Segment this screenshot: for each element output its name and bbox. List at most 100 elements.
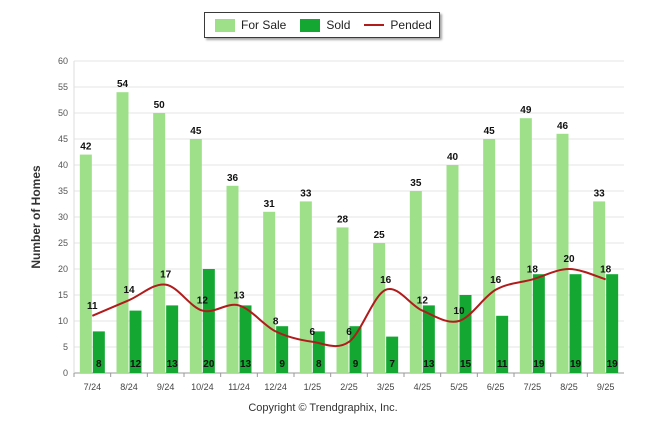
bar-sold-8/24 — [129, 310, 142, 373]
bar-for-sale-1/25 — [299, 201, 312, 373]
label-sold-7/24: 8 — [96, 359, 102, 370]
x-tick-label-3/25: 3/25 — [377, 382, 395, 392]
x-tick-label-7/25: 7/25 — [524, 382, 542, 392]
label-pended-2/25: 6 — [346, 327, 352, 338]
label-pended-8/25: 20 — [563, 254, 575, 265]
bar-for-sale-7/25 — [519, 118, 532, 373]
x-tick-label-9/25: 9/25 — [597, 382, 615, 392]
x-tick-label-2/25: 2/25 — [340, 382, 358, 392]
pended-line — [91, 267, 606, 348]
legend-item-pended[interactable]: Pended — [364, 18, 432, 32]
label-sold-1/25: 8 — [316, 359, 322, 370]
x-tick-label-1/25: 1/25 — [304, 382, 322, 392]
bar-for-sale-6/25 — [483, 139, 496, 373]
y-tick-label-5: 5 — [63, 342, 68, 352]
label-for-sale-10/24: 45 — [190, 126, 202, 137]
bar-for-sale-8/24 — [116, 92, 129, 373]
label-for-sale-9/24: 50 — [154, 100, 166, 111]
legend-label-for-sale: For Sale — [241, 18, 287, 32]
x-axis-tick-labels: 7/24 8/24 9/24 10/24 11/24 12/24 1/25 2/25 3/25 4… — [84, 382, 615, 392]
label-for-sale-4/25: 35 — [410, 178, 422, 189]
label-sold-11/24: 13 — [240, 359, 252, 370]
y-tick-label-45: 45 — [58, 134, 68, 144]
bar-sold-9/25 — [606, 274, 619, 373]
label-sold-2/25: 9 — [353, 359, 359, 370]
x-tick-label-12/24: 12/24 — [264, 382, 287, 392]
bar-for-sale-11/24 — [226, 185, 239, 373]
label-pended-8/24: 14 — [123, 285, 135, 296]
label-for-sale-1/25: 33 — [300, 188, 312, 199]
bar-for-sale-12/24 — [263, 211, 276, 373]
pended-line-layer — [91, 267, 606, 348]
x-tick-label-7/24: 7/24 — [84, 382, 102, 392]
y-tick-label-55: 55 — [58, 82, 68, 92]
label-sold-9/25: 19 — [607, 359, 619, 370]
label-pended-4/25: 12 — [417, 296, 429, 307]
label-pended-12/24: 8 — [273, 316, 279, 327]
label-for-sale-11/24: 36 — [227, 173, 239, 184]
y-tick-label-25: 25 — [58, 238, 68, 248]
bar-sold-11/24 — [239, 305, 252, 373]
y-tick-label-30: 30 — [58, 212, 68, 222]
bar-for-sale-3/25 — [373, 243, 386, 373]
bar-sold-6/25 — [496, 315, 509, 373]
legend: For Sale Sold Pended — [204, 12, 440, 38]
label-sold-3/25: 7 — [389, 359, 395, 370]
label-sold-8/25: 19 — [570, 359, 582, 370]
label-sold-8/24: 12 — [130, 359, 142, 370]
bar-sold-7/24 — [92, 331, 105, 373]
label-pended-7/25: 18 — [527, 264, 539, 275]
bar-for-sale-5/25 — [446, 165, 459, 373]
pended-line-swatch-icon — [364, 24, 385, 26]
label-pended-9/25: 18 — [600, 264, 612, 275]
data-labels: 42 54 50 45 36 31 33 28 25 35 40 45 49 46 33 11 14 17 12 13… — [80, 79, 618, 370]
legend-item-sold[interactable]: Sold — [300, 18, 350, 32]
label-sold-6/25: 11 — [497, 359, 508, 370]
bar-for-sale-9/25 — [593, 201, 606, 373]
copyright-text: Copyright © Trendgraphix, Inc. — [248, 402, 398, 414]
y-tick-label-20: 20 — [58, 264, 68, 274]
label-for-sale-8/24: 54 — [117, 79, 129, 90]
label-pended-6/25: 16 — [490, 275, 502, 286]
x-tick-label-10/24: 10/24 — [191, 382, 214, 392]
label-pended-11/24: 13 — [233, 290, 245, 301]
y-tick-label-10: 10 — [58, 316, 68, 326]
label-pended-10/24: 12 — [197, 296, 209, 307]
legend-label-sold: Sold — [326, 18, 351, 32]
bar-sold-7/25 — [532, 274, 545, 373]
bar-for-sale-10/24 — [189, 139, 202, 373]
x-tick-label-4/25: 4/25 — [414, 382, 432, 392]
legend-item-for-sale[interactable]: For Sale — [215, 18, 286, 32]
sold-swatch-icon — [300, 18, 321, 32]
label-for-sale-8/25: 46 — [557, 121, 569, 132]
y-axis-label: Number of Homes — [29, 165, 43, 269]
x-tick-label-11/24: 11/24 — [228, 382, 250, 392]
legend-label-pended: Pended — [390, 18, 432, 32]
bar-sold-10/24 — [202, 269, 215, 373]
bar-sold-3/25 — [386, 336, 399, 373]
label-for-sale-3/25: 25 — [374, 230, 386, 241]
label-pended-7/24: 11 — [87, 301, 98, 312]
label-pended-9/24: 17 — [160, 270, 172, 281]
label-sold-4/25: 13 — [423, 359, 435, 370]
label-for-sale-12/24: 31 — [264, 199, 276, 210]
label-for-sale-2/25: 28 — [337, 214, 349, 225]
label-for-sale-6/25: 45 — [484, 126, 496, 137]
y-axis-tick-labels: 0 5 10 15 20 25 30 35 40 45 50 55 60 — [58, 56, 68, 378]
x-tick-label-6/25: 6/25 — [487, 382, 505, 392]
label-for-sale-5/25: 40 — [447, 152, 459, 163]
y-tick-label-60: 60 — [58, 56, 68, 66]
bar-for-sale-9/24 — [153, 113, 166, 373]
bar-for-sale-4/25 — [409, 191, 422, 373]
y-tick-label-40: 40 — [58, 160, 68, 170]
bar-sold-4/25 — [422, 305, 435, 373]
grid-lines — [74, 60, 624, 348]
bar-for-sale-7/24 — [79, 154, 92, 373]
bar-sold-12/24 — [276, 326, 289, 373]
bar-sold-9/24 — [166, 305, 179, 373]
bar-for-sale-2/25 — [336, 227, 349, 373]
y-tick-label-15: 15 — [58, 290, 68, 300]
y-tick-label-50: 50 — [58, 108, 68, 118]
label-for-sale-7/24: 42 — [80, 142, 92, 153]
